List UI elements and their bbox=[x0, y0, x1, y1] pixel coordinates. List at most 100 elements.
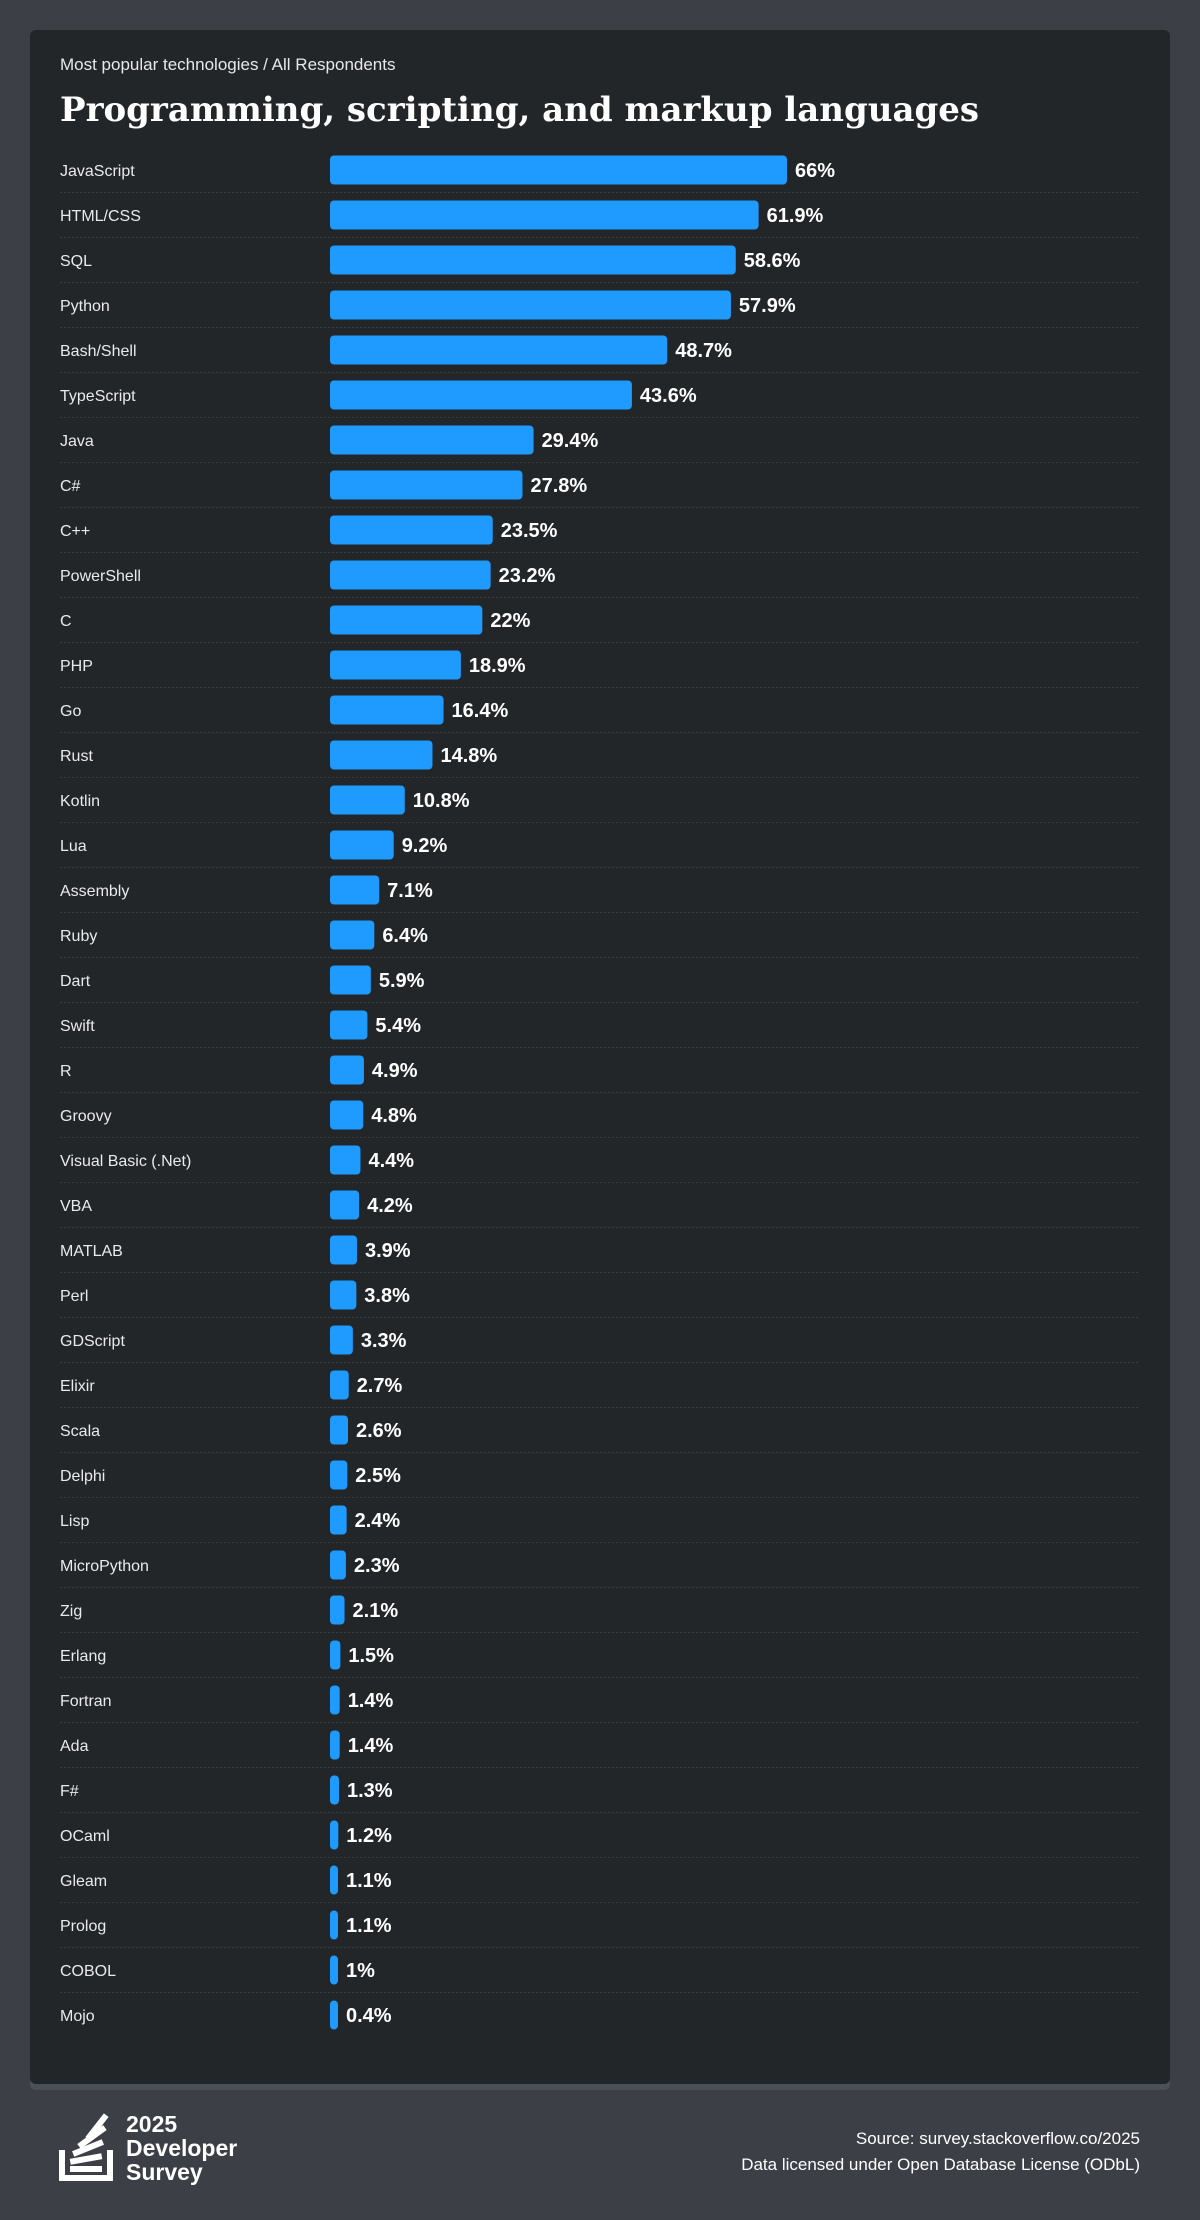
category-label: Assembly bbox=[60, 883, 129, 900]
category-label: OCaml bbox=[60, 1828, 110, 1845]
bar bbox=[330, 1010, 368, 1040]
category-label: Visual Basic (.Net) bbox=[60, 1153, 191, 1170]
bar bbox=[330, 200, 759, 230]
category-label: MATLAB bbox=[60, 1243, 123, 1260]
value-label: 6.4% bbox=[382, 925, 428, 947]
category-label: SQL bbox=[60, 253, 92, 270]
category-label: Scala bbox=[60, 1423, 100, 1440]
bar-row: C 22% bbox=[60, 605, 1140, 643]
category-label: PowerShell bbox=[60, 568, 141, 585]
value-label: 10.8% bbox=[413, 790, 470, 812]
category-label: Swift bbox=[60, 1018, 95, 1035]
value-label: 23.2% bbox=[499, 565, 556, 587]
bar-row: Prolog 1.1% bbox=[60, 1910, 1140, 1948]
value-label: 4.9% bbox=[372, 1060, 418, 1082]
bar bbox=[330, 875, 380, 905]
bar-row: Python 57.9% bbox=[60, 290, 1140, 328]
bar bbox=[330, 1325, 353, 1355]
bar bbox=[330, 1100, 364, 1130]
category-label: Ruby bbox=[60, 928, 97, 945]
bar bbox=[330, 605, 483, 635]
bar-row: PowerShell 23.2% bbox=[60, 560, 1140, 598]
bar-row: VBA 4.2% bbox=[60, 1190, 1140, 1228]
bar-row: Assembly 7.1% bbox=[60, 875, 1140, 913]
value-label: 1.4% bbox=[348, 1735, 394, 1757]
bar-row: Java 29.4% bbox=[60, 425, 1140, 463]
bar-row: SQL 58.6% bbox=[60, 245, 1140, 283]
bar bbox=[330, 335, 668, 365]
bar bbox=[330, 1505, 347, 1535]
value-label: 2.4% bbox=[355, 1510, 401, 1532]
value-label: 9.2% bbox=[402, 835, 448, 857]
bar bbox=[330, 1640, 341, 1670]
chart-card: Most popular technologies / All Responde… bbox=[30, 30, 1170, 2084]
bar bbox=[330, 920, 375, 950]
bar-row: Dart 5.9% bbox=[60, 965, 1140, 1003]
bar-row: Visual Basic (.Net) 4.4% bbox=[60, 1145, 1140, 1183]
bar-row: C++ 23.5% bbox=[60, 515, 1140, 553]
bar bbox=[330, 470, 523, 500]
value-label: 5.9% bbox=[379, 970, 425, 992]
bar bbox=[330, 695, 444, 725]
bar-row: MATLAB 3.9% bbox=[60, 1235, 1140, 1273]
bar-row: Fortran 1.4% bbox=[60, 1685, 1140, 1723]
bar-row: Rust 14.8% bbox=[60, 740, 1140, 778]
value-label: 3.9% bbox=[365, 1240, 411, 1262]
source-text: Source: survey.stackoverflow.co/2025 bbox=[855, 2129, 1140, 2148]
bar bbox=[330, 290, 731, 320]
bar-row: OCaml 1.2% bbox=[60, 1820, 1140, 1858]
bar-chart: JavaScript 66% HTML/CSS 61.9% SQL 58.6% Python… bbox=[60, 155, 1140, 2030]
value-label: 23.5% bbox=[501, 520, 558, 542]
value-label: 27.8% bbox=[530, 475, 587, 497]
category-label: C++ bbox=[60, 523, 90, 540]
bar bbox=[330, 1550, 346, 1580]
bar bbox=[330, 1145, 361, 1175]
bar-row: Go 16.4% bbox=[60, 695, 1140, 733]
bar-row: Lisp 2.4% bbox=[60, 1505, 1140, 1543]
bar-row: TypeScript 43.6% bbox=[60, 380, 1140, 418]
category-label: GDScript bbox=[60, 1333, 125, 1350]
bar-row: HTML/CSS 61.9% bbox=[60, 200, 1140, 238]
bar-row: Erlang 1.5% bbox=[60, 1640, 1140, 1678]
category-label: Zig bbox=[60, 1603, 82, 1620]
bar-row: F# 1.3% bbox=[60, 1775, 1140, 1813]
logo-text: 2025 Developer Survey bbox=[126, 2111, 238, 2185]
value-label: 14.8% bbox=[440, 745, 497, 767]
value-label: 7.1% bbox=[387, 880, 433, 902]
category-label: Delphi bbox=[60, 1468, 105, 1485]
bar bbox=[330, 515, 493, 545]
bar bbox=[330, 560, 491, 590]
category-label: Java bbox=[60, 433, 94, 450]
value-label: 1.1% bbox=[346, 1915, 392, 1937]
value-label: 22% bbox=[490, 610, 530, 632]
bar bbox=[330, 1820, 339, 1850]
license-text: Data licensed under Open Database Licens… bbox=[741, 2155, 1140, 2174]
bar-row: C# 27.8% bbox=[60, 470, 1140, 508]
bar bbox=[330, 1460, 348, 1490]
bar-row: Kotlin 10.8% bbox=[60, 785, 1140, 823]
category-label: Prolog bbox=[60, 1918, 106, 1935]
bar-row: Groovy 4.8% bbox=[60, 1100, 1140, 1138]
bar-row: JavaScript 66% bbox=[60, 155, 1140, 193]
category-label: Kotlin bbox=[60, 793, 100, 810]
value-label: 1.2% bbox=[346, 1825, 392, 1847]
category-label: HTML/CSS bbox=[60, 208, 141, 225]
value-label: 1.3% bbox=[347, 1780, 393, 1802]
category-label: C bbox=[60, 613, 72, 630]
value-label: 57.9% bbox=[739, 295, 796, 317]
survey-logo: 2025 Developer Survey bbox=[58, 2112, 258, 2192]
category-label: Python bbox=[60, 298, 110, 315]
value-label: 18.9% bbox=[469, 655, 526, 677]
value-label: 2.6% bbox=[356, 1420, 402, 1442]
category-label: Groovy bbox=[60, 1108, 112, 1125]
category-label: MicroPython bbox=[60, 1558, 149, 1575]
value-label: 1.1% bbox=[346, 1870, 392, 1892]
bar-row: Perl 3.8% bbox=[60, 1280, 1140, 1318]
bar-row: MicroPython 2.3% bbox=[60, 1550, 1140, 1588]
value-label: 5.4% bbox=[375, 1015, 421, 1037]
category-label: Perl bbox=[60, 1288, 88, 1305]
category-label: C# bbox=[60, 478, 81, 495]
category-label: R bbox=[60, 1063, 72, 1080]
bar-row: COBOL 1% bbox=[60, 1955, 1140, 1993]
value-label: 43.6% bbox=[640, 385, 697, 407]
